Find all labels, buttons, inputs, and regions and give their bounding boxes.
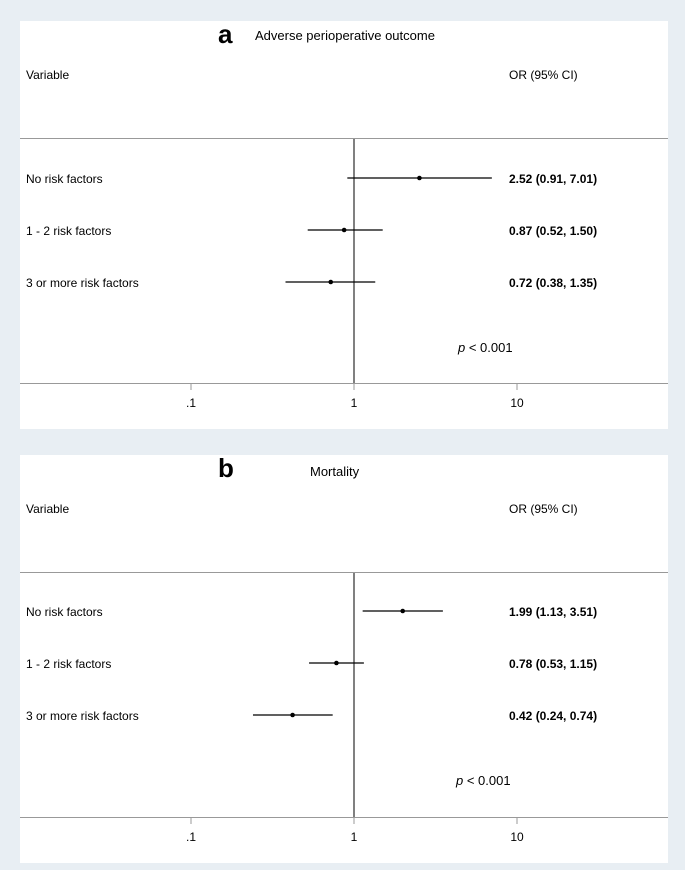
row-label: 1 - 2 risk factors [26, 657, 112, 671]
row-or-text: 0.42 (0.24, 0.74) [509, 709, 598, 723]
x-tick-label: .1 [185, 396, 197, 410]
x-tick-label: 10 [510, 396, 524, 410]
x-tick-label: 1 [350, 396, 358, 410]
row-label: No risk factors [26, 172, 103, 186]
row-or-text: 0.87 (0.52, 1.50) [509, 224, 598, 238]
panel-title: Adverse perioperative outcome [255, 28, 435, 43]
panel-letter: a [218, 19, 233, 49]
row-label: 1 - 2 risk factors [26, 224, 112, 238]
header-separator [20, 138, 668, 139]
header-separator [20, 572, 668, 573]
or-point [417, 175, 422, 181]
panel-letter: b [218, 453, 234, 483]
row-or-text: 2.52 (0.91, 7.01) [509, 172, 598, 186]
x-tick-label: 10 [510, 830, 524, 844]
row-or-text: 0.72 (0.38, 1.35) [509, 276, 598, 290]
forest-plot-svg [190, 139, 518, 390]
p-value-text: < 0.001 [465, 340, 513, 355]
p-symbol: p [456, 773, 464, 788]
row-or-text: 0.78 (0.53, 1.15) [509, 657, 598, 671]
or-point [400, 608, 406, 614]
p-symbol: p [458, 340, 466, 355]
x-tick-label: .1 [185, 830, 197, 844]
p-value: p < 0.001 [456, 773, 511, 788]
x-axis-line [20, 383, 668, 384]
forest-plot-svg [190, 573, 518, 824]
row-label: 3 or more risk factors [26, 709, 139, 723]
row-label: 3 or more risk factors [26, 276, 139, 290]
or-point [334, 660, 339, 666]
variable-header: Variable [26, 68, 70, 82]
or-point [341, 227, 347, 233]
variable-header: Variable [26, 502, 70, 516]
row-label: No risk factors [26, 605, 103, 619]
or-ci-header: OR (95% CI) [509, 68, 578, 82]
row-or-text: 1.99 (1.13, 3.51) [509, 605, 598, 619]
or-ci-header: OR (95% CI) [509, 502, 578, 516]
panel-title: Mortality [310, 464, 360, 479]
x-axis-line [20, 817, 668, 818]
or-point [290, 712, 295, 718]
x-tick-label: 1 [350, 830, 358, 844]
p-value: p < 0.001 [458, 340, 513, 355]
forest-plot-panel-a: a Adverse perioperative outcome Variable… [20, 19, 668, 429]
or-point [328, 279, 334, 285]
forest-plot-panel-b: b Mortality Variable OR (95% CI) No risk… [20, 453, 668, 863]
p-value-text: < 0.001 [463, 773, 511, 788]
